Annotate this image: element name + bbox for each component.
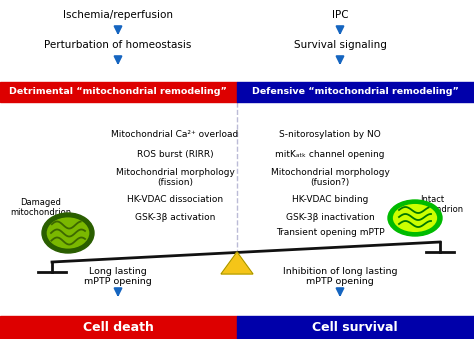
Ellipse shape <box>46 217 89 248</box>
Text: HK-VDAC binding: HK-VDAC binding <box>292 195 368 204</box>
Text: IPC: IPC <box>332 10 348 20</box>
Text: mitKₐₜₖ channel opening: mitKₐₜₖ channel opening <box>275 150 385 159</box>
Text: Transient opening mPTP: Transient opening mPTP <box>276 228 384 237</box>
Text: Ischemia/reperfusion: Ischemia/reperfusion <box>63 10 173 20</box>
Text: Mitochondrial morphology
(fusion?): Mitochondrial morphology (fusion?) <box>271 168 390 187</box>
Ellipse shape <box>388 200 442 236</box>
Text: Intact
mitochondrion: Intact mitochondrion <box>402 195 463 214</box>
Text: Cell survival: Cell survival <box>312 321 398 334</box>
Ellipse shape <box>393 204 437 232</box>
Text: Inhibition of long lasting
mPTP opening: Inhibition of long lasting mPTP opening <box>283 267 397 286</box>
Text: Cell death: Cell death <box>82 321 154 334</box>
Text: Survival signaling: Survival signaling <box>293 40 386 50</box>
Bar <box>237 316 474 339</box>
Text: Damaged
mitochondrion: Damaged mitochondrion <box>10 198 71 217</box>
Text: HK-VDAC dissociation: HK-VDAC dissociation <box>127 195 223 204</box>
Bar <box>0 316 237 339</box>
Text: Mitochondrial morphology
(fission): Mitochondrial morphology (fission) <box>116 168 235 187</box>
Text: Perturbation of homeostasis: Perturbation of homeostasis <box>44 40 191 50</box>
Text: GSK-3β inactivation: GSK-3β inactivation <box>286 213 374 222</box>
Text: Long lasting
mPTP opening: Long lasting mPTP opening <box>84 267 152 286</box>
Text: S-nitorosylation by NO: S-nitorosylation by NO <box>279 130 381 139</box>
Ellipse shape <box>42 213 94 253</box>
Text: Detrimental “mitochondrial remodeling”: Detrimental “mitochondrial remodeling” <box>9 87 227 97</box>
Bar <box>237 82 474 102</box>
Text: Defensive “mitochondrial remodeling”: Defensive “mitochondrial remodeling” <box>252 87 458 97</box>
Polygon shape <box>221 252 253 274</box>
Text: GSK-3β activation: GSK-3β activation <box>135 213 215 222</box>
Text: ROS burst (RIRR): ROS burst (RIRR) <box>137 150 213 159</box>
Bar <box>0 82 237 102</box>
Text: Mitochondrial Ca²⁺ overload: Mitochondrial Ca²⁺ overload <box>111 130 238 139</box>
